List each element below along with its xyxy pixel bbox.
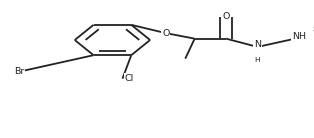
Text: Br: Br bbox=[14, 67, 24, 76]
Text: N: N bbox=[254, 40, 261, 49]
Text: Cl: Cl bbox=[125, 74, 134, 83]
Text: O: O bbox=[162, 29, 170, 38]
Text: O: O bbox=[222, 12, 230, 21]
Text: H: H bbox=[255, 57, 260, 63]
Text: NH: NH bbox=[292, 32, 306, 41]
Text: 2: 2 bbox=[313, 27, 314, 32]
